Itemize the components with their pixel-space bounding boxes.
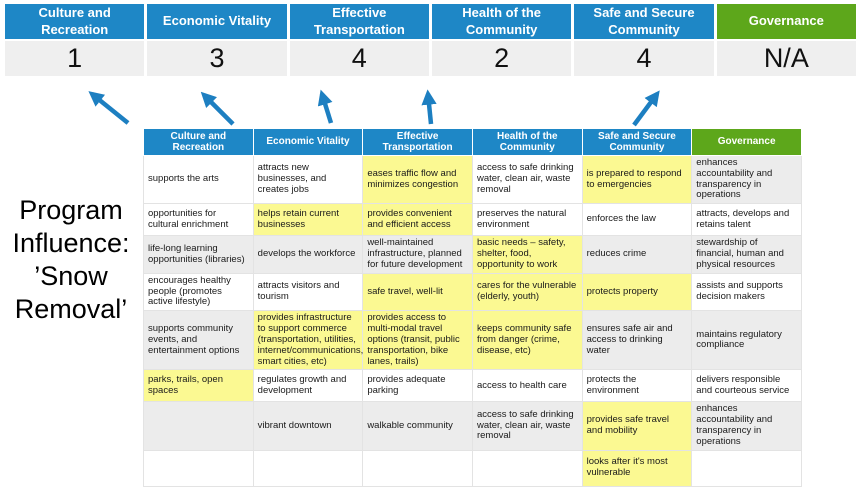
matrix-cell-vibrant-downtown: vibrant downtown — [252, 401, 364, 451]
matrix-cell-develops-the-workforce: develops the workforce — [252, 235, 364, 274]
matrix-cell-encourages-healthy-people-promotes-activ: encourages healthy people (promotes acti… — [143, 272, 254, 312]
matrix-cell-assists-and-supports-decision-makers: assists and supports decision makers — [691, 272, 802, 312]
matrix-cell-provides-infrastructure-to-support-comme: provides infrastructure to support comme… — [252, 310, 364, 371]
matrix-cell-well-maintained-infrastructure-planned-f: well-maintained infrastructure, planned … — [362, 235, 473, 274]
title-line: ’Snow — [34, 261, 108, 291]
column-header-culture-and-recreation: Culture and Recreation — [143, 128, 254, 156]
score-value-safe-and-secure-community: 4 — [574, 41, 714, 76]
matrix-cell-ensures-safe-air-and-access-to-drinking-: ensures safe air and access to drinking … — [581, 310, 693, 371]
priority-header-effective-transportation: Effective Transportation — [289, 4, 429, 39]
matrix-cell-safe-travel-well-lit: safe travel, well-lit — [362, 272, 473, 312]
matrix-cell-provides-adequate-parking: provides adequate parking — [362, 369, 473, 403]
column-header-effective-transportation: Effective Transportation — [362, 128, 473, 156]
priority-header-health-of-the-community: Health of the Community — [431, 4, 572, 39]
arrow-culture-icon — [88, 91, 130, 125]
matrix-cell-empty — [143, 401, 254, 451]
matrix-cell-delivers-responsible-and-courteous-servi: delivers responsible and courteous servi… — [691, 369, 802, 403]
matrix-row-7: vibrant downtown walkable community access… — [143, 401, 802, 451]
column-header-health-of-the-community: Health of the Community — [471, 128, 583, 156]
matrix-cell-preserves-the-natural-environment: preserves the natural environment — [471, 203, 583, 237]
matrix-cell-helps-retain-current-businesses: helps retain current businesses — [252, 203, 364, 237]
matrix-row-6: parks, trails, open spaces regulates grow… — [143, 369, 802, 403]
score-value-economic-vitality: 3 — [147, 41, 287, 76]
matrix-cell-protects-the-environment: protects the environment — [581, 369, 693, 403]
matrix-row-5: supports community events, and entertain… — [143, 310, 802, 371]
matrix-cell-eases-traffic-flow-and-minimizes-congest: eases traffic flow and minimizes congest… — [362, 154, 473, 205]
matrix-row-1: supports the arts attracts new businesses… — [143, 154, 802, 205]
matrix-cell-empty — [691, 449, 802, 487]
matrix-header-row: Culture and Recreation Economic Vitality E… — [143, 128, 802, 156]
matrix-cell-basic-needs-safety-shelter-food-opportun: basic needs – safety, shelter, food, opp… — [471, 235, 583, 274]
matrix-cell-access-to-safe-drinking-water-clean-air-: access to safe drinking water, clean air… — [471, 401, 583, 451]
arrow-transportation-icon — [317, 89, 334, 124]
column-header-economic-vitality: Economic Vitality — [252, 128, 364, 156]
matrix-cell-access-to-safe-drinking-water-clean-air-: access to safe drinking water, clean air… — [471, 154, 583, 205]
matrix-cell-keeps-community-safe-from-danger-crime-d: keeps community safe from danger (crime,… — [471, 310, 583, 371]
priority-header-governance: Governance — [716, 4, 856, 39]
priority-header-culture-and-recreation: Culture and Recreation — [5, 4, 145, 39]
arrow-economic-icon — [200, 91, 235, 126]
matrix-cell-empty — [143, 449, 254, 487]
scoreboard: Culture and Recreation Economic Vitality E… — [5, 4, 856, 76]
matrix-cell-enforces-the-law: enforces the law — [581, 203, 693, 237]
priority-header-economic-vitality: Economic Vitality — [147, 4, 287, 39]
matrix-cell-supports-community-events-and-entertainm: supports community events, and entertain… — [143, 310, 254, 371]
matrix-cell-parks-trails-open-spaces: parks, trails, open spaces — [143, 369, 254, 403]
matrix-row-2: opportunities for cultural enrichment hel… — [143, 203, 802, 237]
title-line: Influence: — [12, 228, 130, 258]
matrix-row-4: encourages healthy people (promotes acti… — [143, 272, 802, 312]
matrix-cell-provides-access-to-multi-modal-travel-op: provides access to multi-modal travel op… — [362, 310, 473, 371]
matrix-cell-attracts-new-businesses-and-creates-jobs: attracts new businesses, and creates job… — [252, 154, 364, 205]
matrix-cell-stewardship-of-financial-human-and-physi: stewardship of financial, human and phys… — [691, 235, 802, 274]
matrix-cell-empty — [362, 449, 473, 487]
title-line: Program — [19, 195, 123, 225]
matrix-cell-enhances-accountability-and-transparency: enhances accountability and transparency… — [691, 401, 802, 451]
arrow-health-icon — [421, 89, 437, 125]
arrow-safe-icon — [632, 90, 660, 127]
matrix-cell-reduces-crime: reduces crime — [581, 235, 693, 274]
matrix-cell-walkable-community: walkable community — [362, 401, 473, 451]
program-influence-title: Program Influence: ’Snow Removal’ — [0, 194, 142, 326]
matrix-cell-protects-property: protects property — [581, 272, 693, 312]
matrix-cell-attracts-develops-and-retains-talent: attracts, develops and retains talent — [691, 203, 802, 237]
score-value-culture-and-recreation: 1 — [5, 41, 145, 76]
matrix-cell-looks-after-it-s-most-vulnerable: looks after it's most vulnerable — [581, 449, 693, 487]
matrix-cell-provides-safe-travel-and-mobility: provides safe travel and mobility — [581, 401, 693, 451]
score-value-effective-transportation: 4 — [289, 41, 429, 76]
matrix-cell-supports-the-arts: supports the arts — [143, 154, 254, 205]
matrix-cell-provides-convenient-and-efficient-access: provides convenient and efficient access — [362, 203, 473, 237]
column-header-governance: Governance — [691, 128, 802, 156]
priority-header-safe-and-secure-community: Safe and Secure Community — [574, 4, 714, 39]
matrix-cell-empty — [471, 449, 583, 487]
score-value-governance: N/A — [716, 41, 856, 76]
matrix-cell-cares-for-the-vulnerable-elderly-youth: cares for the vulnerable (elderly, youth… — [471, 272, 583, 312]
matrix-cell-enhances-accountability-and-transparency: enhances accountability and transparency… — [691, 154, 802, 205]
influence-matrix: Culture and Recreation Economic Vitality E… — [143, 128, 802, 487]
title-line: Removal’ — [14, 294, 128, 324]
matrix-cell-empty — [252, 449, 364, 487]
matrix-cell-regulates-growth-and-development: regulates growth and development — [252, 369, 364, 403]
slide: Culture and Recreation Economic Vitality E… — [0, 4, 856, 487]
matrix-row-3: life-long learning opportunities (librar… — [143, 235, 802, 274]
matrix-cell-life-long-learning-opportunities-librari: life-long learning opportunities (librar… — [143, 235, 254, 274]
matrix-row-8: looks after it's most vulnerable — [143, 449, 802, 487]
matrix-cell-attracts-visitors-and-tourism: attracts visitors and tourism — [252, 272, 364, 312]
column-header-safe-and-secure-community: Safe and Secure Community — [581, 128, 693, 156]
matrix-cell-access-to-health-care: access to health care — [471, 369, 583, 403]
score-value-health-of-the-community: 2 — [431, 41, 572, 76]
matrix-cell-opportunities-for-cultural-enrichment: opportunities for cultural enrichment — [143, 203, 254, 237]
matrix-cell-maintains-regulatory-compliance: maintains regulatory compliance — [691, 310, 802, 371]
matrix-cell-is-prepared-to-respond-to-emergencies: is prepared to respond to emergencies — [581, 154, 693, 205]
